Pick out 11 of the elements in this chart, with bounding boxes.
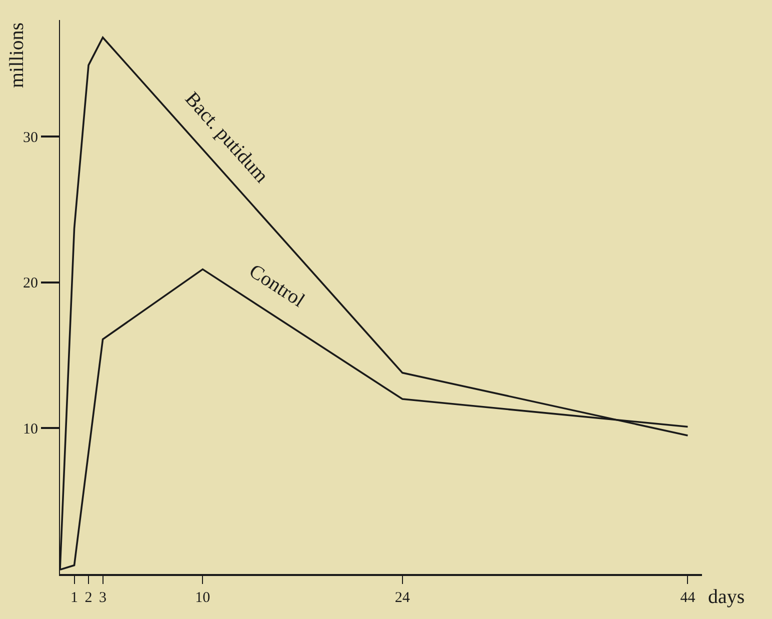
x-tick-label: 2	[84, 590, 92, 606]
y-tick-label: 20	[23, 276, 38, 292]
x-tick-label: 44	[680, 590, 696, 606]
y-tick-label: 30	[23, 130, 38, 146]
x-tick-label: 1	[70, 590, 78, 606]
y-tick-label: 10	[23, 421, 38, 438]
x-tick-label: 10	[195, 590, 210, 606]
x-tick-label: 24	[394, 590, 410, 606]
y-axis-title: millions	[6, 22, 28, 88]
x-axis-title: days	[708, 586, 745, 608]
x-tick-label: 3	[99, 590, 107, 606]
